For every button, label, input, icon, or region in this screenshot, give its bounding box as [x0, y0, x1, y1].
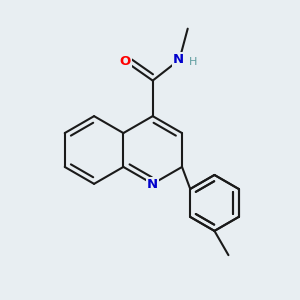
Text: N: N: [147, 178, 158, 191]
Text: N: N: [173, 52, 184, 66]
Text: H: H: [188, 57, 197, 67]
Text: O: O: [119, 55, 130, 68]
